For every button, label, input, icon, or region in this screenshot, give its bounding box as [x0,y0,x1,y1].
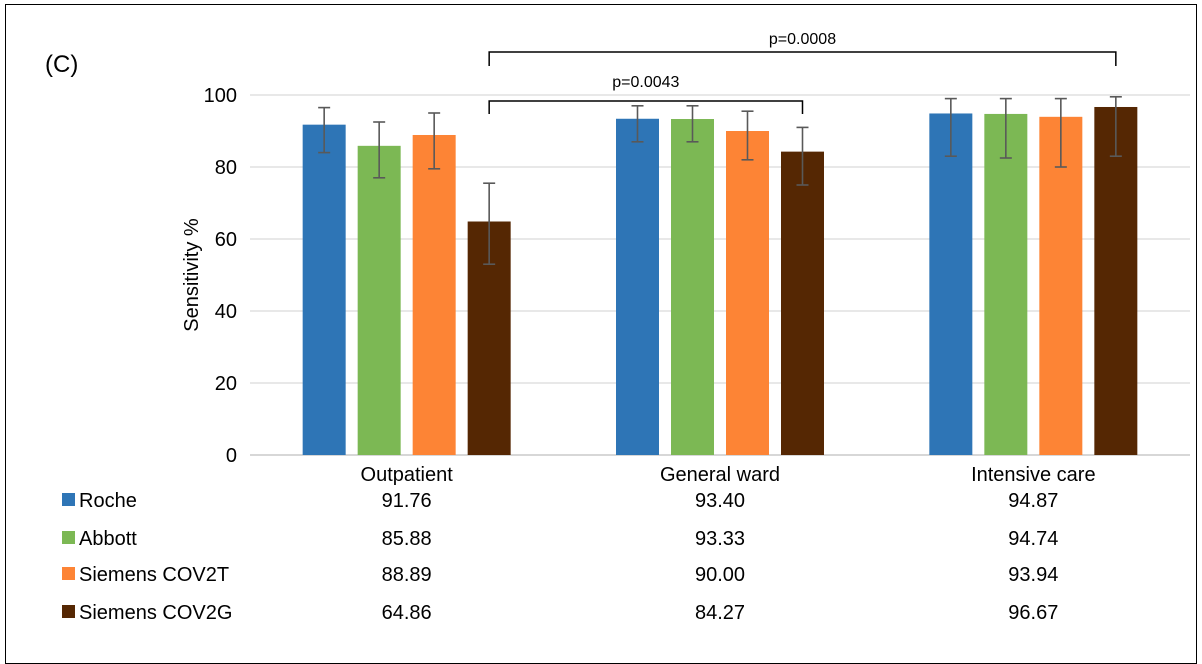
data-table: Roche 91.76 93.40 94.87 Abbott 85.88 93.33 94.7… [62,490,1058,624]
bar-siemens-cov2g-general-ward [781,151,824,456]
significance-bracket-2 [488,51,1117,66]
y-axis-ticks: 0 20 40 60 80 100 [204,85,237,467]
bar-siemens-cov2g-intensive-care [1094,106,1138,455]
legend-label-siemens-cov2g: Siemens COV2G [79,602,232,624]
legend-label-abbott: Abbott [79,528,137,550]
legend-label-siemens-cov2t: Siemens COV2T [79,564,229,586]
category-label-general-ward: General ward [660,464,780,486]
table-cell-siemens-cov2g-general-ward: 84.27 [695,602,745,624]
significance-label-1: p=0.0043 [612,74,679,91]
y-axis-title: Sensitivity % [181,218,203,332]
table-cell-siemens-cov2t-outpatient: 88.89 [382,564,432,586]
panel-label: (C) [45,51,78,78]
table-cell-siemens-cov2t-intensive-care: 93.94 [1008,564,1058,586]
bar-siemens-cov2t-outpatient [412,134,456,455]
legend-swatch-siemens-cov2g [62,605,75,618]
table-cell-siemens-cov2t-general-ward: 90.00 [695,564,745,586]
y-tick-60: 60 [215,229,237,251]
bar-siemens-cov2t-general-ward [726,131,769,455]
y-tick-80: 80 [215,157,237,179]
bar-abbott-intensive-care [984,113,1028,455]
significance-bracket-1 [488,100,804,114]
significance-label-2: p=0.0008 [769,31,836,48]
table-cell-abbott-intensive-care: 94.74 [1008,528,1058,550]
significance-brackets: p=0.0043 p=0.0008 [488,31,1117,114]
legend-swatch-roche [62,493,75,506]
table-cell-roche-outpatient: 91.76 [382,490,432,512]
error-bars [318,96,1122,266]
bar-abbott-general-ward [671,119,714,456]
bar-roche-outpatient [302,124,346,455]
table-cell-siemens-cov2g-intensive-care: 96.67 [1008,602,1058,624]
legend-label-roche: Roche [79,490,137,512]
bar-abbott-outpatient [357,145,401,455]
category-label-intensive-care: Intensive care [971,464,1096,486]
table-cell-abbott-outpatient: 85.88 [382,528,432,550]
table-cell-roche-general-ward: 93.40 [695,490,745,512]
bars [302,106,1138,456]
category-labels: Outpatient General ward Intensive care [361,464,1096,486]
table-cell-roche-intensive-care: 94.87 [1008,490,1058,512]
y-tick-0: 0 [226,445,237,467]
y-tick-20: 20 [215,373,237,395]
bar-siemens-cov2t-intensive-care [1039,116,1083,455]
gridlines [250,94,1190,456]
bar-roche-general-ward [616,118,659,455]
legend-swatch-abbott [62,531,75,544]
table-cell-siemens-cov2g-outpatient: 64.86 [382,602,432,624]
bar-roche-intensive-care [929,113,973,455]
category-label-outpatient: Outpatient [361,464,454,486]
legend-swatch-siemens-cov2t [62,567,75,580]
y-tick-100: 100 [204,85,237,107]
table-cell-abbott-general-ward: 93.33 [695,528,745,550]
y-tick-40: 40 [215,301,237,323]
